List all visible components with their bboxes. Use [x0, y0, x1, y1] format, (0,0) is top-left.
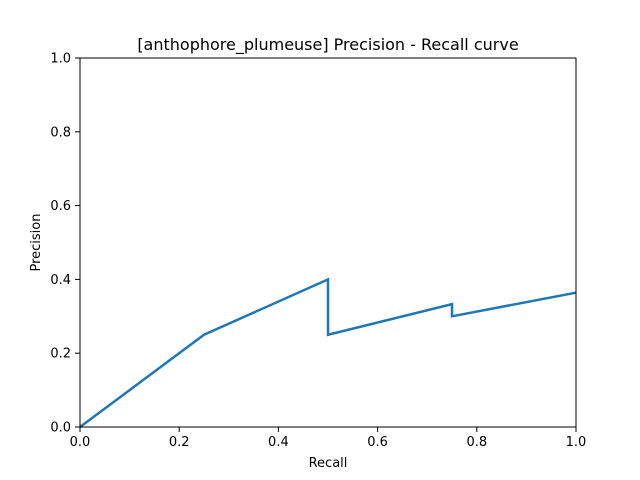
x-tick-label: 1.0	[566, 435, 587, 450]
y-tick-label: 0.0	[50, 421, 71, 436]
x-tick-label: 0.8	[466, 435, 487, 450]
y-tick-label: 1.0	[50, 52, 71, 67]
x-tick-label: 0.6	[367, 435, 388, 450]
x-tick-label: 0.2	[169, 435, 190, 450]
y-tick-label: 0.6	[50, 199, 71, 214]
x-axis-title: Recall	[309, 456, 348, 471]
plot-area	[79, 57, 577, 429]
pr-curve-line	[79, 277, 577, 429]
plot-frame	[79, 57, 577, 428]
x-tick-label: 0.0	[70, 435, 91, 450]
chart-title: [anthophore_plumeuse] Precision - Recall…	[137, 35, 518, 55]
y-axis: 0.0 0.2 0.4 0.6 0.8 1.0	[50, 52, 80, 436]
x-axis: 0.0 0.2 0.4 0.6 0.8 1.0	[70, 427, 587, 450]
y-tick-label: 0.4	[50, 273, 71, 288]
x-tick-label: 0.4	[268, 435, 289, 450]
y-tick-label: 0.8	[50, 125, 71, 140]
y-axis-title: Precision	[29, 213, 44, 271]
series-layer	[79, 277, 577, 429]
y-tick-label: 0.2	[50, 347, 71, 362]
